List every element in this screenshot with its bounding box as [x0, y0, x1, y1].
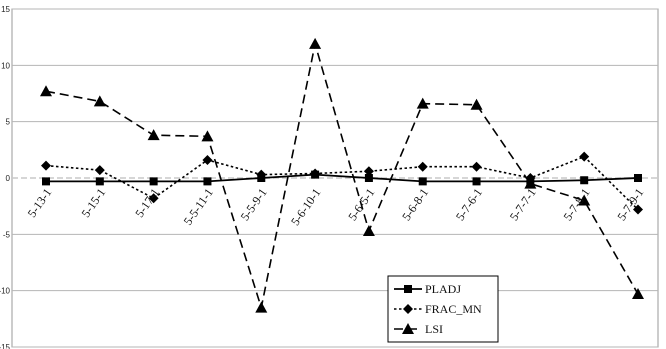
data-point	[472, 177, 481, 186]
data-point	[40, 85, 52, 97]
legend-label: PLADJ	[425, 282, 461, 296]
x-tick-label: 5-7-9-1	[614, 186, 646, 224]
y-tick-label: 15	[1, 5, 10, 14]
legend-label: FRAC_MN	[425, 302, 482, 316]
data-point	[203, 177, 212, 186]
y-tick-label: -5	[3, 230, 11, 239]
x-tick-label: 5-7-7-1	[507, 186, 539, 224]
data-point	[418, 177, 427, 186]
data-point	[417, 161, 428, 172]
data-point	[256, 169, 267, 180]
y-tick-label: 0	[6, 174, 11, 183]
data-point	[310, 168, 321, 179]
data-point	[202, 154, 213, 165]
data-point	[634, 174, 642, 182]
series-line	[45, 155, 639, 211]
data-point	[41, 160, 51, 171]
data-point	[524, 177, 537, 189]
data-point	[255, 301, 268, 313]
series-line	[45, 43, 639, 311]
x-tick-label: 5-6-10-1	[288, 186, 324, 228]
data-point	[633, 204, 643, 215]
data-point	[147, 129, 160, 141]
legend-label: LSI	[425, 322, 443, 336]
data-point	[94, 165, 105, 176]
x-tick-label: 5-17-1	[132, 186, 162, 220]
series-frac-mn	[41, 151, 643, 215]
x-tick-label: 5-15-1	[78, 186, 108, 220]
gridlines	[11, 8, 659, 348]
data-point	[149, 177, 158, 186]
series-layer	[40, 37, 644, 313]
data-point	[363, 166, 374, 177]
data-point	[148, 193, 159, 204]
data-point	[362, 224, 375, 236]
series-lsi	[40, 37, 644, 313]
x-tick-label: 5-13-1	[25, 186, 55, 220]
y-tick-label: -15	[0, 343, 11, 349]
data-point	[416, 97, 429, 109]
data-point	[309, 37, 322, 49]
y-axis-ticks: 15 10 5 0 -5 -10 -15	[0, 5, 11, 349]
series-line	[46, 173, 639, 183]
data-point	[404, 285, 412, 293]
data-point	[579, 151, 590, 162]
x-tick-label: 5-6-8-1	[399, 186, 431, 224]
data-point	[402, 323, 414, 334]
data-point	[632, 288, 644, 300]
data-point	[95, 177, 104, 186]
y-tick-label: 5	[6, 118, 11, 127]
data-point	[42, 177, 50, 186]
data-point	[403, 304, 413, 314]
x-axis-labels: 5-13-1 5-15-1 5-17-1 5-5-11-1 5-5-9-1 5-6-10-…	[25, 186, 647, 228]
x-tick-label: 5-7-6-1	[453, 186, 485, 224]
data-point	[580, 176, 589, 185]
data-point	[471, 161, 482, 172]
x-tick-label: 5-6-5-1	[345, 186, 377, 224]
y-tick-label: 10	[1, 61, 10, 70]
x-tick-label: 5-5-9-1	[238, 186, 270, 224]
legend: PLADJ FRAC_MN LSI	[387, 275, 499, 343]
data-point	[470, 98, 483, 110]
data-point	[578, 194, 591, 206]
data-point	[201, 130, 214, 142]
x-tick-label: 5-5-11-1	[181, 186, 216, 228]
data-point	[364, 174, 373, 182]
data-point	[93, 95, 106, 107]
y-tick-label: -10	[0, 287, 11, 296]
